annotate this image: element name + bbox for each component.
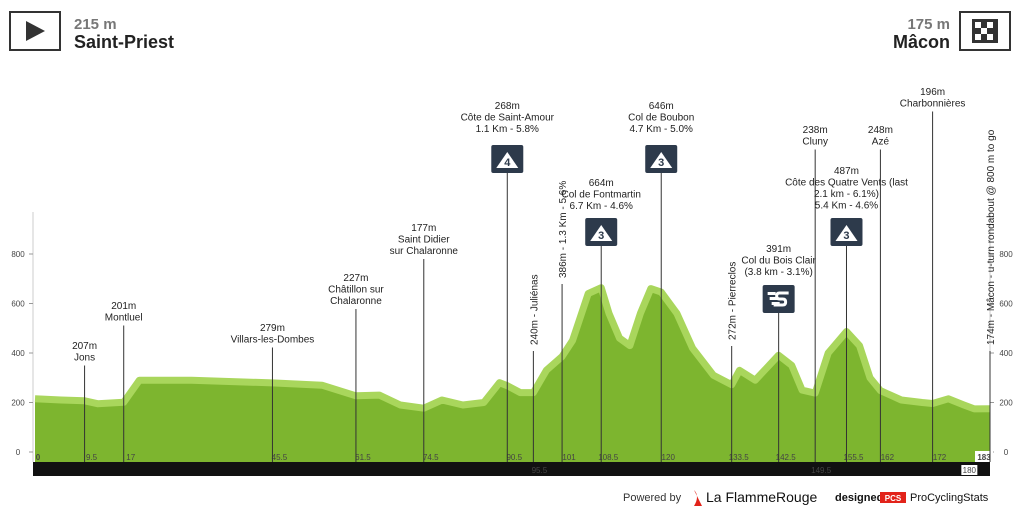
waypoint-label: Col du Bois Clair [741,256,816,267]
start-arrow [26,21,45,41]
x-tick-label: 133.5 [729,453,750,462]
brand: La FlammeRouge [706,489,817,505]
y-tick-label-right: 600 [999,300,1013,309]
waypoint-label: 238m [803,125,828,136]
pcs-logo [880,492,906,503]
waypoint-label: Saint Didier [398,235,450,246]
x-tick-label: 120 [662,453,676,462]
waypoint-label: 2.1 km - 6.1%) [814,189,879,200]
waypoint-label: Azé [872,137,890,148]
sprint-stripe [767,292,776,295]
waypoint-label: Chalaronne [330,296,382,307]
waypoint-label: Cluny [802,137,828,148]
waypoint-label: 207m [72,341,97,352]
bar-tick-label: 95.5 [532,466,548,475]
waypoint-label: 5.4 Km - 4.6% [815,201,878,212]
waypoint-label: 268m [495,101,520,112]
climb-category: 4 [504,157,511,169]
x-tick-label: 9.5 [86,453,98,462]
waypoint-label: 6.7 Km - 4.6% [570,201,633,212]
bar-tick-label: 180 [963,466,977,475]
climb-mountain [590,225,613,241]
y-tick-label-right: 400 [999,349,1013,358]
y-tick-label-right: 200 [999,399,1013,408]
waypoint-label: 4.7 Km - 5.0% [630,124,693,135]
profile-area [35,287,990,462]
x-tick-label: 108.5 [598,453,619,462]
finish-km-box [975,451,993,462]
waypoint-label: Col de Boubon [628,113,694,124]
x-tick-label: 45.5 [272,453,288,462]
start-altitude: 215 m [74,16,117,33]
flame-logo [694,490,702,506]
waypoint-label: Charbonnières [900,99,966,110]
climb-category: 3 [598,230,604,242]
profile-edge [34,284,991,413]
sprint-shape [773,291,789,307]
waypoint-label: Côte des Quatre Vents (last [785,178,908,189]
x-tick-label: 101 [562,453,576,462]
x-tick-label: 142.5 [776,453,797,462]
pcs-text: PCS [885,494,902,503]
finish-icon [959,11,1011,51]
x-tick-label: 155.5 [843,453,864,462]
climb-mountain [650,152,673,168]
distance-bar [33,462,990,476]
waypoint-label: 248m [868,125,893,136]
waypoint-label: 1.1 Km - 5.8% [476,124,539,135]
y-tick-label: 0 [16,448,21,457]
waypoint-label: Côte de Saint-Amour [461,113,555,124]
bar-tick-label: 149.5 [811,466,832,475]
bar-km-box [961,465,978,475]
waypoint-label-rotated: 272m - Pierreclos [728,262,739,340]
waypoint-label: 664m [589,178,614,189]
climb-category: 3 [658,157,664,169]
climb-mountain [496,152,519,168]
waypoint-label: 177m [411,223,436,234]
finish-altitude: 175 m [907,16,950,33]
waypoint-label: 646m [649,101,674,112]
start-name: Saint-Priest [74,32,174,52]
waypoint-label: 196m [920,87,945,98]
waypoint-label-rotated: 386m - 1.3 Km - 5.6% [558,181,569,278]
y-tick-label: 200 [11,399,25,408]
waypoint-label: sur Chalaronne [390,246,459,257]
waypoint-label: (3.8 km - 3.1%) [744,267,812,278]
finish-name: Mâcon [893,32,950,52]
sprint-stripe [769,297,778,300]
y-tick-label: 400 [11,349,25,358]
waypoint-label: Villars-les-Dombes [231,335,315,346]
footer: Powered by La FlammeRouge designed for P… [623,489,989,506]
waypoint-label: Châtillon sur [328,285,384,296]
start-icon [9,11,61,51]
waypoint-label-rotated: 174m - Mâcon - u-turn rondabout @ 800 m … [986,129,997,345]
waypoint-label: 201m [111,301,136,312]
waypoint-label: 391m [766,244,791,255]
x-tick-label: 172 [933,453,947,462]
climb-mountain [835,225,858,241]
waypoint-label: 487m [834,166,859,177]
y-tick-label: 800 [11,250,25,259]
x-tick-label: 17 [126,453,135,462]
site-name: ProCyclingStats [910,492,989,504]
waypoint-label: 227m [343,273,368,284]
waypoint-label: Col de Fontmartin [561,190,640,201]
x-tick-label: 90.5 [506,453,522,462]
powered-by: Powered by [623,492,682,504]
x-tick-label: 61.5 [355,453,371,462]
waypoint-label: Montluel [105,313,143,324]
waypoint-label: 279m [260,323,285,334]
waypoint-label: Jons [74,353,95,364]
climb-category: 3 [843,230,849,242]
waypoint-label-rotated: 240m - Juliénas [529,274,540,345]
x-tick-label: 162 [881,453,895,462]
x-tick-label: 74.5 [423,453,439,462]
y-tick-label-right: 0 [1004,448,1009,457]
y-tick-label-right: 800 [999,250,1013,259]
x-tick-label: 0 [36,453,41,462]
x-tick-label: 183 [977,453,991,462]
y-tick-label: 600 [11,300,25,309]
